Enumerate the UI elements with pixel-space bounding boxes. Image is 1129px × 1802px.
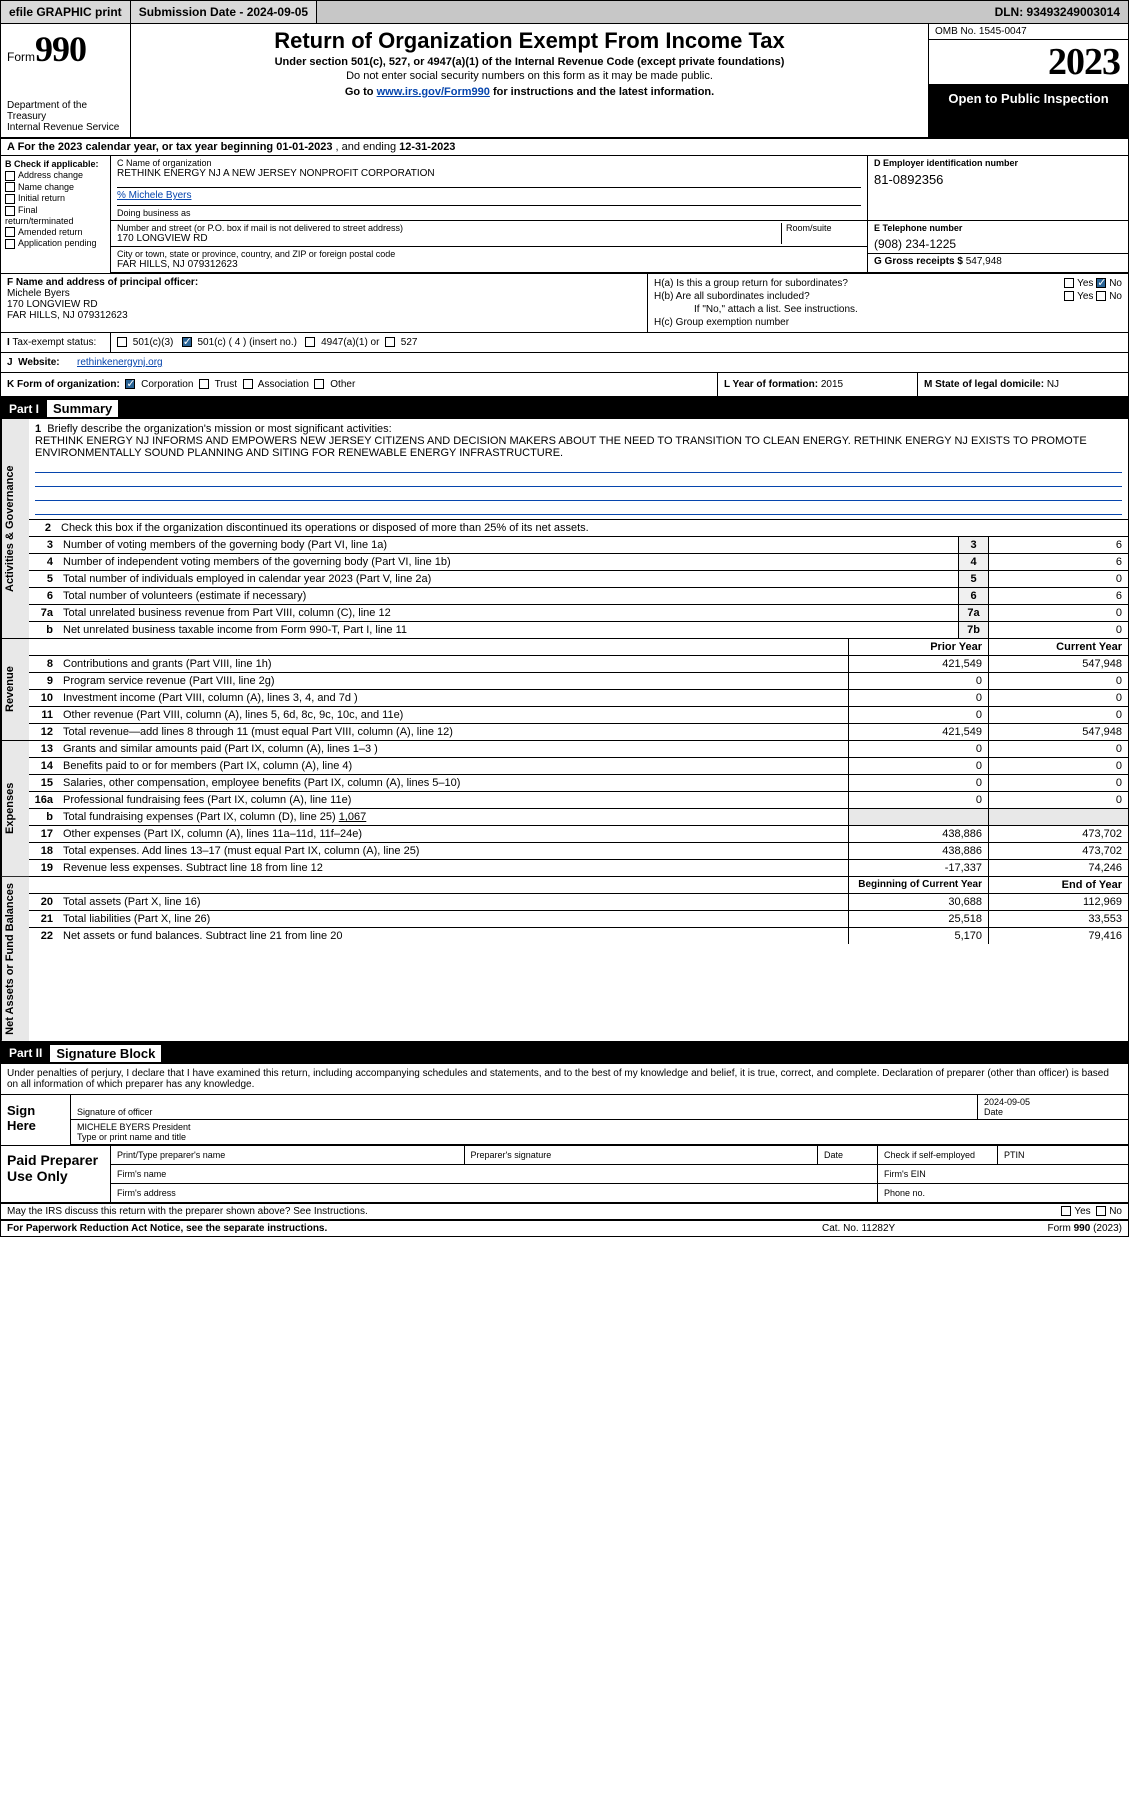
open-to-public: Open to Public Inspection — [929, 85, 1128, 137]
line-17: Other expenses (Part IX, column (A), lin… — [59, 826, 848, 842]
form-990: Form 990 Department of the Treasury Inte… — [0, 24, 1129, 1237]
page-footer: For Paperwork Reduction Act Notice, see … — [1, 1221, 1128, 1236]
side-revenue: Revenue — [1, 639, 29, 740]
ein-value: 81-0892356 — [874, 172, 1122, 187]
form-subtitle: Under section 501(c), 527, or 4947(a)(1)… — [141, 56, 918, 68]
officer-name-title: MICHELE BYERS PresidentType or print nam… — [71, 1120, 1128, 1144]
section-b-checkboxes: B Check if applicable: Address change Na… — [1, 156, 111, 273]
header-right-block: OMB No. 1545-0047 2023 Open to Public In… — [928, 24, 1128, 137]
irs-discuss: May the IRS discuss this return with the… — [7, 1206, 1061, 1217]
line-9: Program service revenue (Part VIII, line… — [59, 673, 848, 689]
part-2-header: Part II Signature Block — [1, 1043, 1128, 1064]
org-name: RETHINK ENERGY NJ A NEW JERSEY NONPROFIT… — [117, 168, 861, 179]
form-id-block: Form 990 Department of the Treasury Inte… — [1, 24, 131, 137]
chk-amended-return[interactable]: Amended return — [5, 227, 106, 238]
section-k-form-org[interactable]: K Form of organization: Corporation Trus… — [1, 373, 718, 396]
h-a-yesno[interactable]: Yes No — [1064, 278, 1122, 289]
form-title-block: Return of Organization Exempt From Incom… — [131, 24, 928, 137]
line-11: Other revenue (Part VIII, column (A), li… — [59, 707, 848, 723]
sign-here-block: Sign Here Signature of officer 2024-09-0… — [1, 1095, 1128, 1146]
form-number: 990 — [35, 28, 86, 70]
care-of-link[interactable]: % Michele Byers — [117, 190, 191, 201]
section-c-address: Number and street (or P.O. box if mail i… — [111, 221, 868, 272]
irs-label: Internal Revenue Service — [7, 122, 124, 133]
form-word: Form — [7, 50, 35, 64]
section-d-ein: D Employer identification number 81-0892… — [868, 156, 1128, 220]
line-4: Number of independent voting members of … — [59, 554, 958, 570]
gross-receipts-value: 547,948 — [966, 256, 1002, 267]
section-c-name: C Name of organization RETHINK ENERGY NJ… — [111, 156, 868, 220]
line-6: Total number of volunteers (estimate if … — [59, 588, 958, 604]
section-j-website: J Website: rethinkenergynj.org — [1, 353, 1128, 373]
discuss-yesno[interactable]: Yes No — [1061, 1206, 1122, 1217]
dln-label: DLN: 93493249003014 — [987, 1, 1128, 23]
officer-name: Michele Byers — [7, 288, 641, 299]
chk-application-pending[interactable]: Application pending — [5, 238, 106, 249]
dept-treasury: Department of the Treasury — [7, 100, 124, 122]
sign-date: 2024-09-05Date — [978, 1095, 1128, 1119]
officer-city: FAR HILLS, NJ 079312623 — [7, 310, 641, 321]
instructions-link-row: Go to www.irs.gov/Form990 for instructio… — [141, 86, 918, 98]
chk-address-change[interactable]: Address change — [5, 170, 106, 181]
line-22: Net assets or fund balances. Subtract li… — [59, 928, 848, 944]
officer-signature: Signature of officer — [71, 1095, 978, 1119]
top-toolbar: efile GRAPHIC print Submission Date - 20… — [0, 0, 1129, 24]
form990-link[interactable]: www.irs.gov/Form990 — [377, 86, 490, 98]
side-expenses: Expenses — [1, 741, 29, 876]
h-b-yesno[interactable]: Yes No — [1064, 291, 1122, 302]
paid-preparer-block: Paid Preparer Use Only Print/Type prepar… — [1, 1146, 1128, 1204]
city-state-zip: FAR HILLS, NJ 079312623 — [117, 259, 861, 270]
line-5: Total number of individuals employed in … — [59, 571, 958, 587]
line-7b: Net unrelated business taxable income fr… — [59, 622, 958, 638]
line-13: Grants and similar amounts paid (Part IX… — [59, 741, 848, 757]
chk-name-change[interactable]: Name change — [5, 182, 106, 193]
line-10: Investment income (Part VIII, column (A)… — [59, 690, 848, 706]
website-link[interactable]: rethinkenergynj.org — [77, 357, 163, 368]
line-20: Total assets (Part X, line 16) — [59, 894, 848, 910]
chk-initial-return[interactable]: Initial return — [5, 193, 106, 204]
line-16a: Professional fundraising fees (Part IX, … — [59, 792, 848, 808]
line-7a: Total unrelated business revenue from Pa… — [59, 605, 958, 621]
line-18: Total expenses. Add lines 13–17 (must eq… — [59, 843, 848, 859]
section-i-status[interactable]: 501(c)(3) 501(c) ( 4 ) (insert no.) 4947… — [111, 333, 1128, 352]
line-21: Total liabilities (Part X, line 26) — [59, 911, 848, 927]
row-a-tax-year: A For the 2023 calendar year, or tax yea… — [1, 139, 1128, 156]
line-12: Total revenue—add lines 8 through 11 (mu… — [59, 724, 848, 740]
street-address: 170 LONGVIEW RD — [117, 233, 781, 244]
officer-addr: 170 LONGVIEW RD — [7, 299, 641, 310]
section-l-year: L Year of formation: 2015 — [718, 373, 918, 396]
side-net-assets: Net Assets or Fund Balances — [1, 877, 29, 1041]
section-m-state: M State of legal domicile: NJ — [918, 373, 1128, 396]
section-f-officer: F Name and address of principal officer:… — [1, 274, 648, 332]
form-title: Return of Organization Exempt From Incom… — [141, 28, 918, 54]
perjury-declaration: Under penalties of perjury, I declare th… — [1, 1064, 1128, 1095]
submission-date: Submission Date - 2024-09-05 — [131, 1, 317, 23]
chk-final-return[interactable]: Final return/terminated — [5, 205, 106, 226]
line-19: Revenue less expenses. Subtract line 18 … — [59, 860, 848, 876]
section-e-phone: E Telephone number (908) 234-1225 — [868, 221, 1128, 253]
section-g-gross: G Gross receipts $ 547,948 — [868, 253, 1128, 269]
phone-value: (908) 234-1225 — [874, 237, 1122, 251]
ssn-warning: Do not enter social security numbers on … — [141, 70, 918, 82]
side-governance: Activities & Governance — [1, 419, 29, 638]
line-3: Number of voting members of the governin… — [59, 537, 958, 553]
efile-print-button[interactable]: efile GRAPHIC print — [1, 1, 131, 23]
line-8: Contributions and grants (Part VIII, lin… — [59, 656, 848, 672]
omb-number: OMB No. 1545-0047 — [929, 24, 1128, 40]
line-14: Benefits paid to or for members (Part IX… — [59, 758, 848, 774]
part-1-header: Part I Summary — [1, 398, 1128, 419]
self-employed-chk[interactable]: Check if self-employed — [878, 1146, 998, 1164]
mission-text: RETHINK ENERGY NJ INFORMS AND EMPOWERS N… — [35, 435, 1122, 459]
line-15: Salaries, other compensation, employee b… — [59, 775, 848, 791]
line-16b: Total fundraising expenses (Part IX, col… — [59, 809, 848, 825]
tax-year: 2023 — [929, 40, 1128, 85]
section-h: H(a) Is this a group return for subordin… — [648, 274, 1128, 332]
